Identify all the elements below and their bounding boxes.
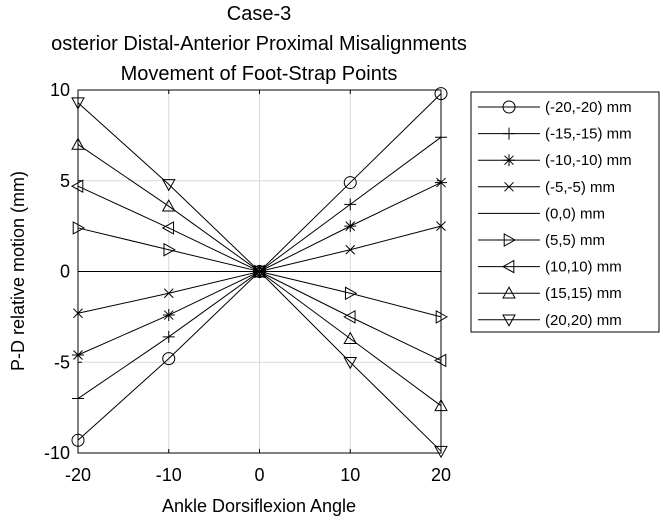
legend-entry: (0,0) mm	[478, 205, 605, 222]
marker-asterisk	[344, 220, 357, 233]
marker-triangle-up	[252, 264, 267, 277]
legend-label: (20,20) mm	[545, 312, 622, 329]
marker-triangle-left	[70, 179, 84, 194]
legend-label: (0,0) mm	[545, 205, 605, 222]
y-axis-label: P-D relative motion (mm)	[8, 171, 28, 371]
marker-triangle-right	[344, 286, 358, 301]
marker-triangle-up	[161, 199, 176, 212]
marker-triangle-right	[72, 221, 86, 235]
x-axis-label: Ankle Dorsiflexion Angle	[162, 496, 356, 516]
marker-triangle-left	[252, 264, 265, 279]
marker-triangle-left	[161, 221, 175, 235]
legend-entry: (20,20) mm	[478, 312, 622, 329]
marker-asterisk	[503, 154, 515, 167]
marker-triangle-right	[435, 310, 449, 324]
marker-plus	[344, 198, 357, 211]
marker-triangle-right	[503, 233, 517, 247]
title-line-3: Movement of Foot-Strap Points	[121, 63, 398, 85]
marker-circle	[343, 176, 357, 190]
legend-label: (15,15) mm	[545, 285, 622, 302]
marker-triangle-left	[433, 353, 447, 368]
x-tick-label: 0	[254, 465, 264, 485]
marker-triangle-left	[501, 259, 515, 274]
marker-circle	[162, 352, 176, 366]
series-7	[70, 179, 447, 368]
legend-label: (10,10) mm	[545, 259, 622, 276]
legend-entry: (5,5) mm	[478, 232, 605, 249]
marker-triangle-up	[343, 331, 358, 344]
y-tick-label: 10	[50, 80, 70, 100]
legend-entry: (-5,-5) mm	[478, 179, 615, 196]
y-tick-label: 5	[60, 171, 70, 191]
marker-triangle-down	[502, 314, 516, 327]
marker-triangle-right	[163, 242, 176, 257]
legend-entry: (-20,-20) mm	[478, 99, 632, 116]
legend-label: (5,5) mm	[545, 232, 605, 249]
x-tick-label: -10	[156, 465, 182, 485]
legend-label: (-5,-5) mm	[545, 179, 615, 196]
legend-entry: (-10,-10) mm	[478, 152, 632, 169]
marker-triangle-right	[254, 264, 267, 279]
legend: (-20,-20) mm (-15,-15) mm (-10,-10) mm (-5,…	[470, 91, 660, 333]
legend-label: (-10,-10) mm	[545, 152, 632, 169]
plot-area	[70, 87, 449, 459]
marker-circle	[502, 100, 516, 114]
legend-entry: (-15,-15) mm	[478, 126, 632, 143]
legend-entry: (15,15) mm	[478, 285, 622, 302]
chart-title: Case-3 osterior Distal-Anterior Proximal…	[51, 3, 467, 85]
legend-box	[470, 91, 660, 333]
x-tick-label: -20	[65, 465, 91, 485]
legend-label: (-20,-20) mm	[545, 99, 632, 116]
marker-cross	[163, 288, 174, 299]
legend-label: (-15,-15) mm	[545, 126, 632, 143]
marker-triangle-left	[343, 310, 356, 324]
title-line-1: Case-3	[227, 3, 291, 25]
y-tick-label: 0	[60, 262, 70, 282]
marker-cross	[504, 181, 514, 192]
y-tick-label: -5	[54, 352, 70, 372]
marker-plus	[503, 127, 515, 140]
marker-triangle-down	[252, 266, 267, 279]
series-line	[77, 102, 442, 452]
legend-entry: (10,10) mm	[478, 259, 622, 276]
marker-triangle-down	[161, 179, 176, 192]
marker-plus	[162, 330, 175, 343]
marker-asterisk	[162, 309, 175, 322]
y-tick-label: -10	[44, 443, 70, 463]
x-tick-label: 20	[431, 465, 451, 485]
x-tick-label: 10	[340, 465, 360, 485]
title-line-2: osterior Distal-Anterior Proximal Misali…	[51, 33, 467, 55]
marker-triangle-up	[502, 286, 516, 299]
marker-cross	[345, 244, 356, 255]
marker-triangle-down	[343, 356, 358, 370]
series-9	[71, 97, 448, 459]
